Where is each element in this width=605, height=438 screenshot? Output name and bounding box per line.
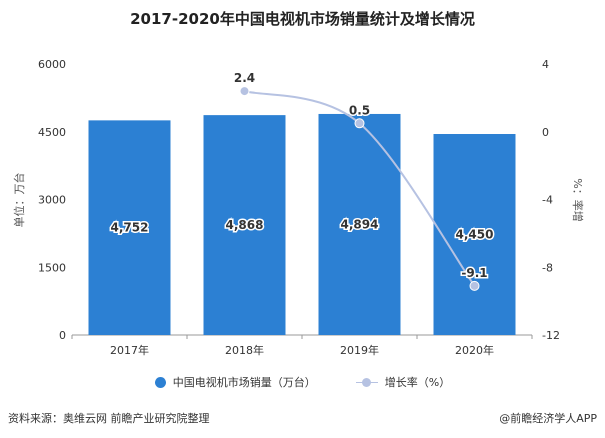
bar-value-label: 4,450 [456,228,494,242]
legend-item-sales[interactable]: 中国电视机市场销量（万台） [154,374,316,390]
y2-tick-label: 0 [542,126,549,139]
bar-value-label: 4,868 [226,218,264,232]
y2-tick-label: -4 [542,194,553,207]
x-tick-label: 2019年 [340,343,379,357]
bar [203,115,286,336]
source-note: 资料来源：奥维云网 前瞻产业研究院整理 [8,412,210,425]
y-axis-title-right: %：率增 [571,178,584,222]
bar-value-label: 4,894 [341,217,379,231]
y2-tick-label: 4 [542,58,549,71]
x-tick-label: 2020年 [455,343,494,357]
legend-label-sales: 中国电视机市场销量（万台） [172,376,316,389]
x-tick-label: 2018年 [225,343,264,357]
growth-value-label: -9.1 [461,266,487,280]
legend-item-growth[interactable]: 增长率（%） [355,374,451,390]
y2-tick-label: -8 [542,261,553,274]
y-axis-title-left: 单位：万台 [13,172,26,228]
y-tick-label: 3000 [38,194,66,207]
y-tick-label: 4500 [38,126,66,139]
x-tick-label: 2017年 [110,343,149,357]
legend-swatch-bar [154,376,166,388]
bar [433,134,516,335]
growth-point [239,86,250,97]
growth-line [244,90,476,287]
bar [88,120,171,335]
bar-value-label: 4,752 [111,221,149,235]
chart-title: 2017-2020年中国电视机市场销量统计及增长情况 [130,10,475,28]
brand-note: @前瞻经济学人APP [499,412,597,425]
y-tick-label: 0 [59,329,66,342]
bar [318,113,401,335]
growth-point [354,118,365,129]
legend-swatch-line [355,377,378,388]
y-tick-label: 1500 [38,261,66,274]
legend-label-growth: 增长率（%） [384,376,451,389]
y2-tick-label: -12 [542,329,560,342]
y-tick-label: 6000 [38,58,66,71]
legend: 中国电视机市场销量（万台） 增长率（%） [0,374,605,390]
growth-point [469,280,480,291]
growth-value-label: 2.4 [234,71,255,85]
growth-value-label: 0.5 [349,103,370,117]
